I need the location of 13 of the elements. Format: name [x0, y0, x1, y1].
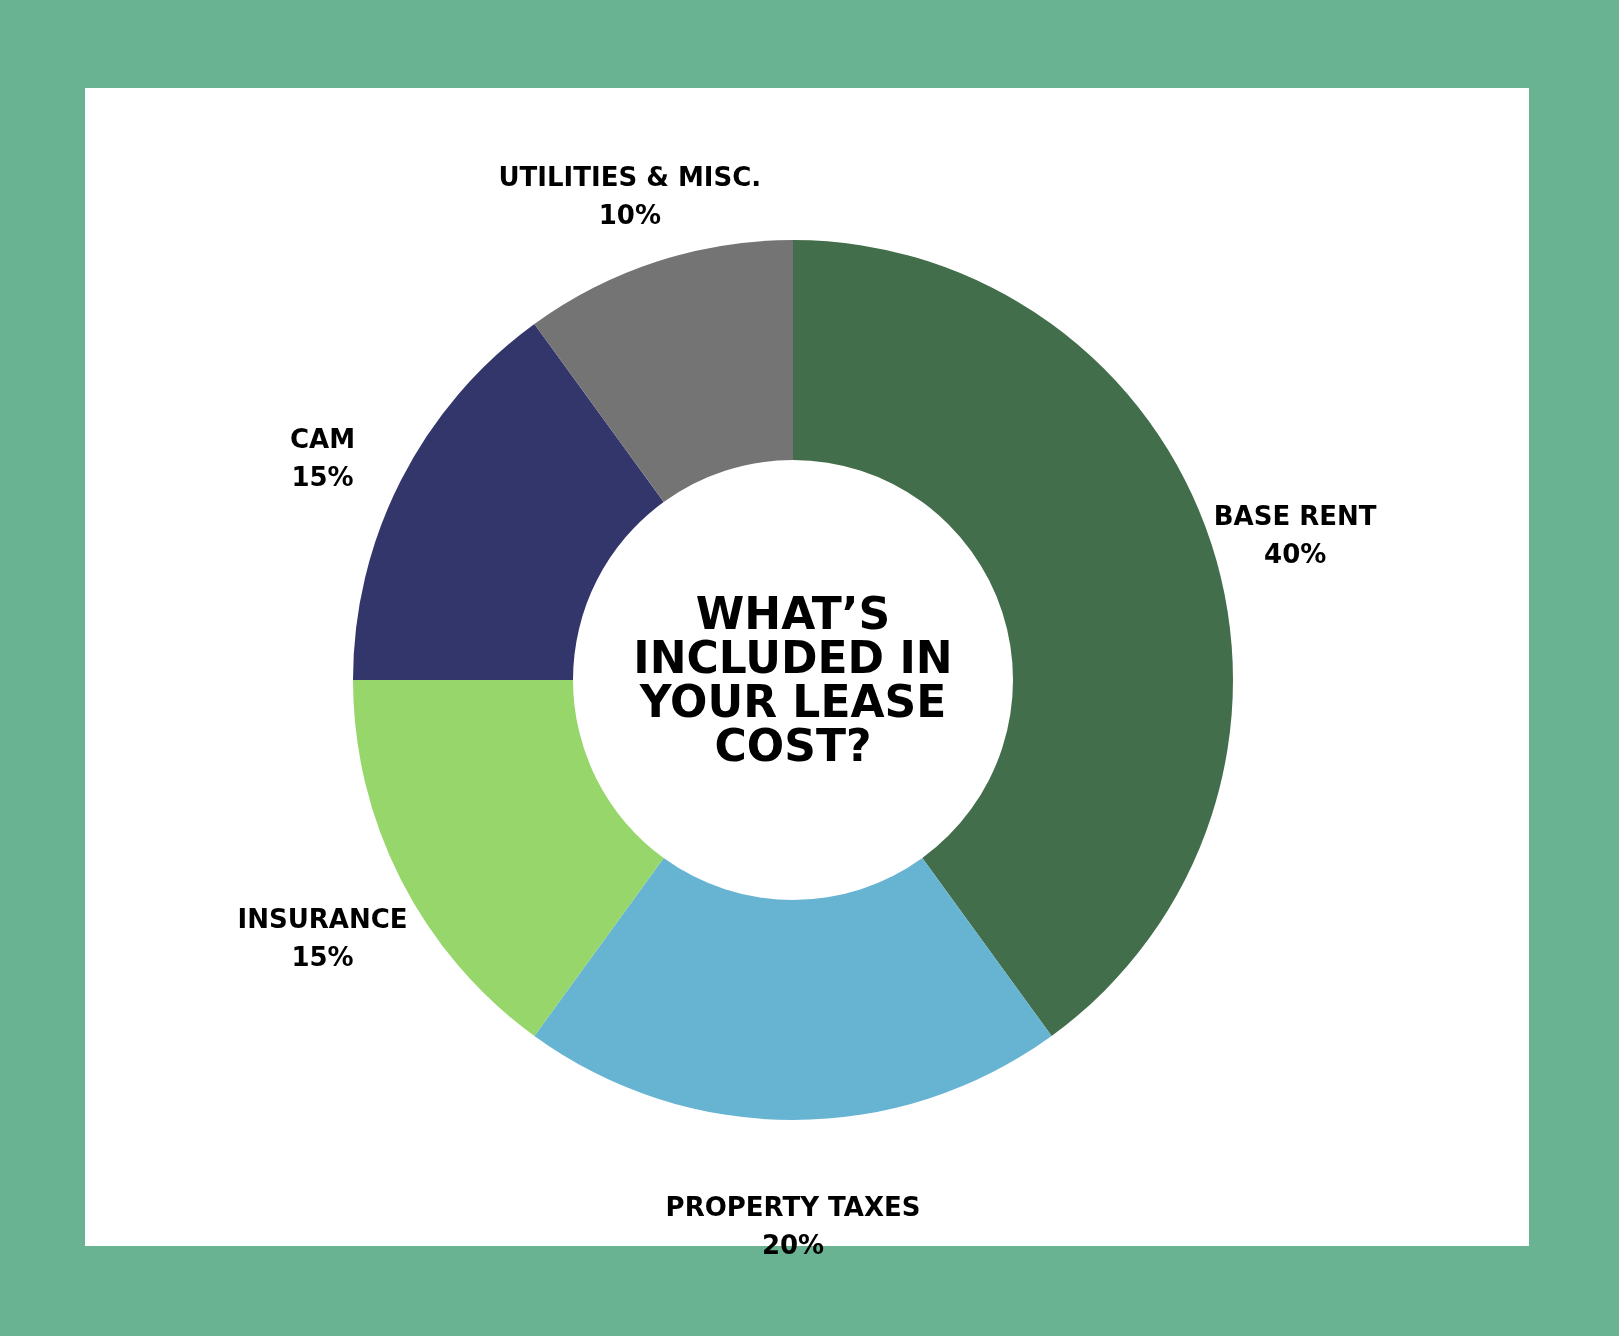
data-label: 15%: [291, 941, 354, 972]
slice-label: UTILITIES & MISC.: [498, 161, 762, 192]
slice-label: PROPERTY TAXES: [665, 1192, 921, 1222]
data-label: 10%: [598, 199, 661, 230]
data-label: 40%: [1264, 538, 1327, 569]
donut-slice: [534, 857, 1052, 1120]
slice-label: CAM: [290, 424, 356, 455]
text: WHAT’S INCLUDED IN YOUR LEASE COST?: [632, 588, 954, 771]
donut-slice: [534, 240, 793, 503]
slice-label: BASE RENT: [1213, 500, 1377, 531]
slice-label: INSURANCE: [237, 903, 408, 934]
data-label: 20%: [761, 1230, 825, 1260]
data-label: 15%: [291, 462, 354, 493]
